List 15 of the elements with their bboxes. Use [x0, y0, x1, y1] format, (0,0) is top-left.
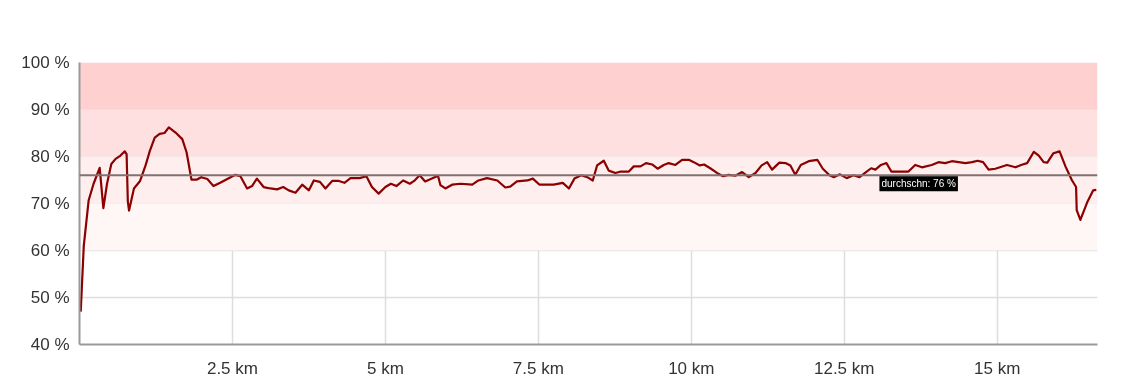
- x-tick-label: 15 km: [974, 358, 1021, 378]
- x-tick-label: 5 km: [366, 358, 404, 378]
- y-tick-label: 40 %: [30, 335, 70, 354]
- x-tick-label: 2.5 km: [206, 358, 258, 378]
- y-tick-label: 60 %: [30, 241, 70, 260]
- x-tick-label: 12.5 km: [813, 358, 875, 378]
- y-tick-label: 90 %: [30, 100, 70, 119]
- line-series: [79, 126, 1098, 313]
- y-tick-label: 70 %: [30, 194, 70, 213]
- y-tick-label: 50 %: [30, 288, 70, 307]
- ref-line-label: durchschn: 76 %: [881, 178, 957, 190]
- y-tick-label: 80 %: [30, 147, 70, 166]
- x-tick-label: 7.5 km: [512, 358, 564, 378]
- x-tick-label: 10 km: [668, 358, 715, 378]
- y-tick-label: 100 %: [21, 53, 70, 72]
